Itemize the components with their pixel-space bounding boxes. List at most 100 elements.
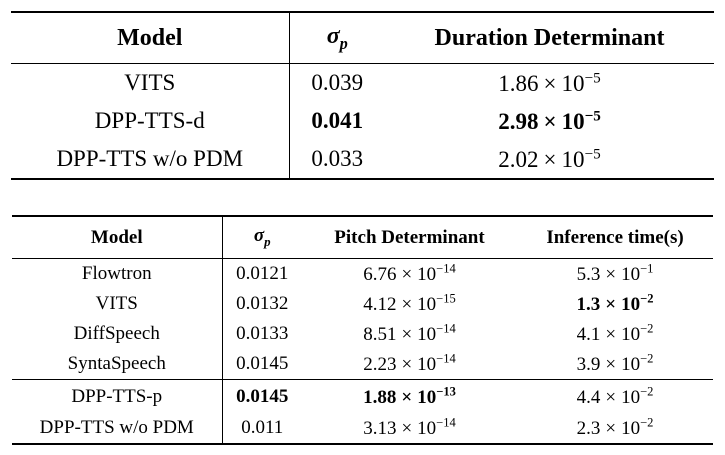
sigma-cell: 0.039 [311, 70, 364, 95]
times-sign: × [543, 146, 557, 172]
coefficient: 4.4 [576, 386, 601, 408]
base-ten: 10 [417, 418, 437, 440]
coefficient: 2.02 [498, 146, 539, 172]
coefficient: 5.3 [576, 264, 601, 286]
sigma-cell: 0.011 [241, 417, 284, 438]
determinant-cell: 1.88 × 10−13 [302, 379, 517, 413]
base-ten: 10 [621, 386, 641, 408]
sigma-cell: 0.0145 [222, 379, 302, 413]
exponent: −5 [584, 69, 601, 87]
sci-value: 2.02 × 10−5 [498, 145, 601, 172]
times-sign: × [401, 294, 413, 316]
model-cell: SyntaSpeech [12, 349, 223, 380]
base-ten: 10 [621, 354, 641, 376]
times-sign: × [605, 294, 617, 316]
exponent: −5 [584, 145, 601, 163]
base-ten: 10 [621, 418, 641, 440]
base-ten: 10 [417, 264, 437, 286]
duration-header-sigma: σp [289, 12, 385, 64]
model-cell: DiffSpeech [12, 319, 223, 349]
coefficient: 2.98 [498, 108, 539, 134]
duration-table-header-row: Model σp Duration Determinant [11, 12, 714, 64]
table-row: DPP-TTS w/o PDM 0.033 2.02 × 10−5 [11, 140, 714, 179]
sci-value: 5.3 × 10−1 [576, 261, 654, 286]
times-sign: × [401, 386, 413, 408]
model-cell: DPP-TTS w/o PDM [12, 413, 223, 444]
exponent: −2 [640, 384, 654, 399]
inference-time-cell: 2.3 × 10−2 [517, 413, 713, 444]
pitch-header-determinant: Pitch Determinant [302, 216, 517, 259]
exponent: −14 [436, 321, 456, 336]
pitch-header-model: Model [12, 216, 223, 259]
model-cell: DPP-TTS-d [11, 102, 290, 140]
times-sign: × [401, 418, 413, 440]
base-ten: 10 [417, 294, 437, 316]
sci-value: 4.12 × 10−15 [363, 291, 456, 316]
sci-value: 3.13 × 10−14 [363, 415, 456, 440]
sci-value: 2.98 × 10−5 [498, 107, 601, 134]
exponent: −15 [436, 291, 456, 306]
determinant-cell: 8.51 × 10−14 [302, 319, 517, 349]
sigma-cell: 0.0121 [236, 263, 289, 284]
sigma-glyph: σ [326, 22, 340, 49]
base-ten: 10 [417, 324, 437, 346]
determinant-cell: 2.98 × 10−5 [385, 102, 714, 140]
exponent: −1 [640, 261, 654, 276]
model-cell: VITS [12, 289, 223, 319]
pitch-table-header-row: Model σp Pitch Determinant Inference tim… [12, 216, 713, 259]
sigma-p-symbol: σp [326, 22, 348, 53]
pitch-determinant-table: Model σp Pitch Determinant Inference tim… [12, 215, 713, 445]
pitch-header-inference: Inference time(s) [517, 216, 713, 259]
exponent: −14 [436, 415, 456, 430]
sigma-subscript: p [339, 33, 348, 53]
sigma-cell: 0.0133 [236, 323, 289, 344]
determinant-cell: 6.76 × 10−14 [302, 259, 517, 290]
times-sign: × [605, 386, 617, 408]
exponent: −2 [640, 415, 654, 430]
coefficient: 2.23 [363, 354, 397, 376]
coefficient: 3.13 [363, 418, 397, 440]
inference-time-cell: 1.3 × 10−2 [517, 289, 713, 319]
base-ten: 10 [621, 264, 641, 286]
base-ten: 10 [561, 70, 585, 96]
sci-value: 1.88 × 10−13 [363, 384, 456, 408]
sigma-subscript: p [264, 233, 271, 249]
sigma-cell: 0.0132 [236, 293, 289, 314]
sci-value: 6.76 × 10−14 [363, 261, 456, 286]
times-sign: × [543, 70, 557, 96]
coefficient: 6.76 [363, 264, 397, 286]
coefficient: 1.86 [498, 70, 539, 96]
coefficient: 4.12 [363, 294, 397, 316]
sci-value: 2.23 × 10−14 [363, 352, 456, 376]
sci-value: 1.3 × 10−2 [576, 291, 654, 316]
sigma-cell: 0.041 [311, 108, 364, 133]
table-row: SyntaSpeech 0.0145 2.23 × 10−14 3.9 × 10−2 [12, 349, 713, 380]
table-row: DPP-TTS w/o PDM 0.011 3.13 × 10−14 2.3 × 10−… [12, 413, 713, 444]
sigma-cell: 0.033 [311, 146, 364, 171]
times-sign: × [401, 354, 413, 376]
sci-value: 4.1 × 10−2 [577, 322, 654, 346]
inference-time-cell: 5.3 × 10−1 [517, 259, 713, 290]
sci-value: 8.51 × 10−14 [363, 321, 456, 346]
exponent: −5 [584, 107, 601, 125]
times-sign: × [605, 418, 617, 440]
inference-time-cell: 3.9 × 10−2 [517, 349, 713, 380]
times-sign: × [401, 324, 413, 346]
table-row: DPP-TTS-d 0.041 2.98 × 10−5 [11, 102, 714, 140]
sci-value: 1.86 × 10−5 [498, 69, 601, 96]
base-ten: 10 [561, 108, 585, 134]
model-cell: Flowtron [12, 258, 223, 289]
exponent: −13 [436, 384, 456, 399]
times-sign: × [605, 264, 617, 286]
exponent: −2 [640, 351, 654, 366]
coefficient: 1.3 [576, 294, 601, 316]
model-cell: DPP-TTS w/o PDM [11, 140, 290, 179]
determinant-cell: 2.02 × 10−5 [385, 140, 714, 179]
times-sign: × [605, 324, 617, 346]
exponent: −2 [640, 291, 654, 306]
sci-value: 3.9 × 10−2 [577, 351, 654, 376]
times-sign: × [543, 108, 557, 134]
base-ten: 10 [417, 354, 437, 376]
exponent: −14 [436, 261, 456, 276]
